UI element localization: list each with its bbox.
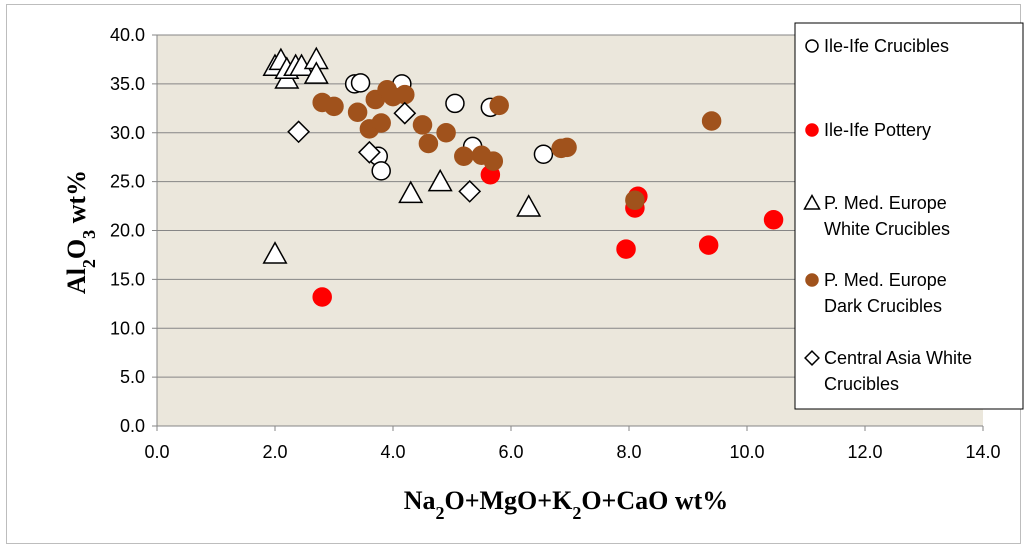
data-point <box>393 101 417 125</box>
x-axis-title: Na2O+MgO+K2O+CaO wt% <box>404 486 729 523</box>
data-point <box>701 111 722 131</box>
y-tick-label: 40.0 <box>110 25 145 45</box>
x-tick-label: 8.0 <box>616 442 641 462</box>
legend: Ile-Ife Crucibles Ile-Ife Pottery P. Med. … <box>794 22 1024 410</box>
data-point <box>412 115 433 135</box>
y-tick-labels: 0.0 5.0 10.0 15.0 20.0 25.0 30.0 35.0 40.0 <box>110 25 145 436</box>
y-tick-label: 25.0 <box>110 172 145 192</box>
data-point <box>427 168 453 192</box>
data-point <box>357 140 381 164</box>
data-point <box>557 137 577 158</box>
y-tick-label: 5.0 <box>120 367 145 387</box>
data-point <box>445 93 465 114</box>
data-point <box>458 179 482 203</box>
data-point <box>616 239 636 259</box>
legend-label: Ile-Ife Pottery <box>824 120 931 140</box>
y-axis-title: Al2O3 wt% <box>62 170 99 294</box>
legend-label: P. Med. Europe <box>824 270 947 290</box>
y-tick-label: 0.0 <box>120 416 145 436</box>
data-point <box>287 120 311 144</box>
x-tick-label: 6.0 <box>498 442 523 462</box>
x-tick-label: 2.0 <box>262 442 287 462</box>
legend-label: White Crucibles <box>824 219 950 239</box>
y-tick-label: 10.0 <box>110 318 145 338</box>
data-point <box>516 194 542 217</box>
legend-marker <box>805 39 819 53</box>
data-point <box>763 209 784 230</box>
data-point <box>371 161 391 181</box>
legend-box <box>794 22 1024 410</box>
legend-marker <box>803 193 821 210</box>
data-point <box>454 146 474 166</box>
legend-label: Ile-Ife Crucibles <box>824 36 949 56</box>
data-point <box>350 73 371 93</box>
legend-label: Dark Crucibles <box>824 296 942 316</box>
data-point <box>483 151 504 171</box>
legend-label: P. Med. Europe <box>824 193 947 213</box>
data-point <box>436 123 456 143</box>
x-tick-label: 12.0 <box>847 442 882 462</box>
data-point <box>625 190 645 210</box>
data-point <box>347 102 368 122</box>
data-point <box>371 113 391 133</box>
y-tick-label: 35.0 <box>110 74 145 94</box>
data-point <box>312 287 332 307</box>
x-tick-label: 10.0 <box>729 442 764 462</box>
data-point <box>303 61 329 84</box>
x-tick-label: 4.0 <box>380 442 405 462</box>
y-tick-label: 30.0 <box>110 123 145 143</box>
y-tick-label: 20.0 <box>110 221 145 241</box>
x-tick-labels: 0.0 2.0 4.0 6.0 8.0 10.0 12.0 14.0 <box>144 442 1000 462</box>
data-point <box>418 133 439 154</box>
legend-marker <box>805 273 819 287</box>
legend-label: Crucibles <box>824 374 899 394</box>
data-point <box>489 95 509 116</box>
data-point <box>533 144 554 165</box>
x-tick-label: 14.0 <box>965 442 1000 462</box>
legend-label: Central Asia White <box>824 348 972 368</box>
x-tick-label: 0.0 <box>144 442 169 462</box>
data-point <box>698 235 719 255</box>
series-3 <box>312 79 722 210</box>
data-point <box>262 241 288 264</box>
series-2 <box>262 46 542 264</box>
legend-marker <box>805 123 819 137</box>
data-point <box>324 96 344 117</box>
data-points <box>262 46 784 307</box>
data-point <box>398 180 424 204</box>
data-point <box>395 84 415 105</box>
legend-marker <box>804 350 820 366</box>
series-4 <box>287 101 482 203</box>
y-tick-label: 15.0 <box>110 269 145 289</box>
